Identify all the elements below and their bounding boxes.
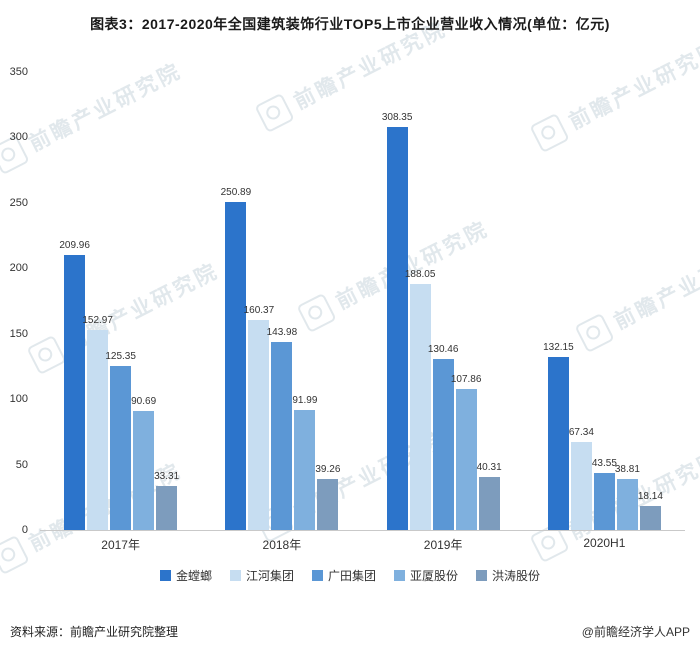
y-tick-label: 250 [9,196,28,209]
bar-value-label: 43.55 [591,458,617,470]
bar: 152.97 [82,315,113,530]
bar-groups: 209.96 152.97 125.35 90.69 33.31 250.89 160.37… [40,72,685,530]
bar-value-label: 33.31 [154,471,180,483]
x-axis-label: 2020H1 [583,536,626,550]
bar-value-label: 152.97 [82,314,113,326]
y-tick-label: 350 [9,66,28,78]
bar-value-label: 160.37 [243,305,275,317]
bar-value-label: 125.35 [105,350,136,362]
legend-swatch [229,570,241,581]
bar: 67.34 [569,427,594,530]
bar: 160.37 [244,305,274,530]
bar-value-label: 39.26 [315,463,341,475]
bar: 33.31 [154,471,179,530]
bar: 250.89 [221,187,251,530]
y-tick-label: 150 [9,327,28,340]
bar-group: 132.15 67.34 43.55 38.81 18.14 [524,72,685,530]
bar-group: 308.35 188.05 130.46 107.86 40.31 [363,72,524,530]
bar-value-label: 91.99 [292,394,318,406]
bar-group: 209.96 152.97 125.35 90.69 33.31 [40,72,201,530]
legend-item: 金螳螂 [159,567,212,584]
bar-value-label: 40.31 [476,462,502,474]
plot-area: 209.96 152.97 125.35 90.69 33.31 250.89 160.37… [40,72,685,531]
bar: 38.81 [615,464,640,530]
bar-value-label: 250.89 [220,186,252,198]
bar-value-label: 209.96 [59,240,90,252]
legend-swatch [394,570,405,581]
bar-value-label: 308.35 [381,111,413,123]
legend-label: 亚厦股份 [410,569,459,583]
bar-value-label: 107.86 [450,373,482,385]
bar-value-label: 188.05 [404,268,436,280]
y-tick-label: 300 [9,131,28,144]
x-axis-labels: 2017年 2018年 2019年 2020H1 [40,536,685,553]
bar-value-label: 18.14 [637,491,663,503]
y-tick-label: 50 [15,458,28,471]
y-axis: 0 50 100 150 200 250 300 350 [0,66,32,536]
bar: 43.55 [592,458,617,530]
legend-label: 洪涛股份 [492,569,541,583]
bar: 132.15 [543,342,574,530]
bar-value-label: 67.34 [568,426,594,438]
legend-label: 广田集团 [327,569,376,583]
credit-note: @前瞻经济学人APP [581,625,690,639]
bar-value-label: 143.98 [266,326,298,338]
bar: 39.26 [315,464,340,530]
x-axis-label: 2019年 [423,538,463,552]
legend: 金螳螂 江河集团 广田集团 亚厦股份 洪涛股份 [0,567,700,584]
bar: 18.14 [638,491,663,530]
bar-group: 250.89 160.37 143.98 91.99 39.26 [201,72,362,530]
bar: 107.86 [451,374,481,530]
chart-title: 图表3：2017-2020年全国建筑装饰行业TOP5上市企业营业收入情况(单位：… [90,16,610,32]
bar: 90.69 [131,396,156,530]
y-tick-label: 100 [9,393,28,406]
footer: 资料来源：前瞻产业研究院整理 @前瞻经济学人APP [10,623,690,640]
x-axis-label: 2018年 [262,538,302,552]
bar-value-label: 38.81 [614,464,640,476]
legend-swatch [476,570,488,581]
bar: 143.98 [267,327,297,530]
legend-item: 亚厦股份 [394,567,458,584]
legend-label: 金螳螂 [175,569,212,583]
legend-item: 洪涛股份 [476,567,540,584]
bar-value-label: 132.15 [543,342,574,354]
legend-swatch [311,570,323,581]
bar: 40.31 [477,462,502,530]
y-tick-label: 0 [21,524,28,536]
y-tick-label: 200 [9,262,28,275]
bar: 125.35 [105,351,136,530]
legend-item: 广田集团 [311,567,376,584]
bar-value-label: 90.69 [131,396,157,408]
x-axis-label: 2017年 [101,538,140,552]
bar: 130.46 [428,344,458,530]
bar: 308.35 [382,112,412,530]
legend-item: 江河集团 [229,567,294,584]
bar: 188.05 [405,269,435,530]
legend-swatch [159,570,171,581]
source-note: 资料来源：前瞻产业研究院整理 [10,625,179,639]
bar: 209.96 [59,240,90,530]
legend-label: 江河集团 [245,569,294,583]
bar: 91.99 [292,395,317,530]
bar-value-label: 130.46 [427,344,459,356]
